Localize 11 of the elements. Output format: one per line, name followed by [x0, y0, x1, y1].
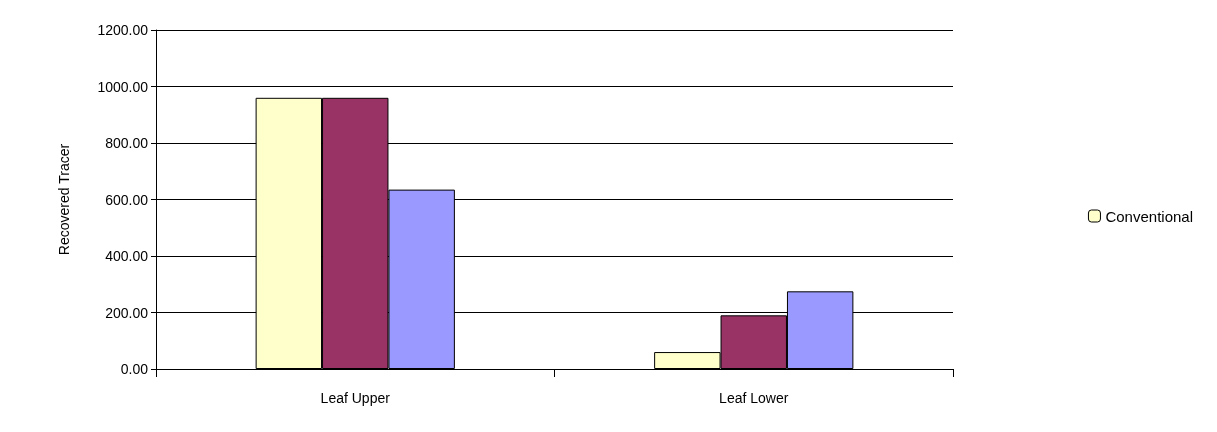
- y-tick-label: 600.00: [105, 191, 149, 208]
- x-tick-label: Leaf Upper: [320, 390, 391, 406]
- y-axis-title: Recovered Tracer: [56, 143, 72, 256]
- y-tick-label: 800.00: [105, 135, 149, 151]
- y-tick-label: 200.00: [105, 304, 149, 321]
- y-tick-label: 0.00: [120, 361, 149, 377]
- y-tick-label: 1200.00: [97, 22, 149, 38]
- legend-label: Conventional: [1105, 207, 1193, 225]
- x-tick-label: Leaf Lower: [719, 390, 789, 406]
- y-tick-label: 400.00: [105, 248, 149, 264]
- y-tick-label: 1000.00: [97, 78, 149, 95]
